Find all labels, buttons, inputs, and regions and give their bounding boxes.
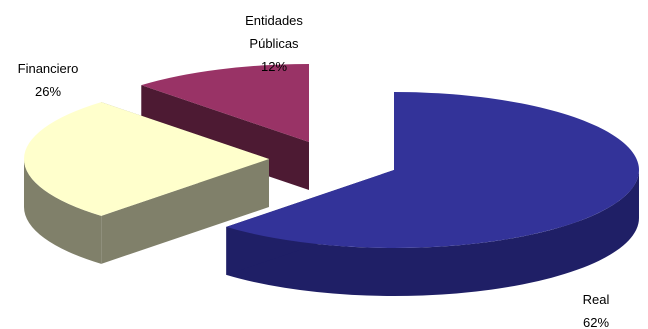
slice-top-entidades — [141, 64, 309, 142]
label-entidades-value: 12% — [261, 59, 287, 74]
label-entidades-line2: Públicas — [249, 36, 299, 51]
label-financiero-value: 26% — [35, 84, 61, 99]
slice-top-financiero — [24, 102, 270, 216]
slice-top-real — [226, 92, 640, 248]
label-real-value: 62% — [583, 315, 609, 329]
label-real-name: Real — [583, 292, 610, 307]
slice-side-outer-financiero — [24, 159, 102, 264]
label-financiero-name: Financiero — [18, 61, 79, 76]
label-entidades-line1: Entidades — [245, 13, 303, 28]
slice-tops — [24, 64, 640, 248]
slice-side-outer-real — [226, 170, 640, 296]
